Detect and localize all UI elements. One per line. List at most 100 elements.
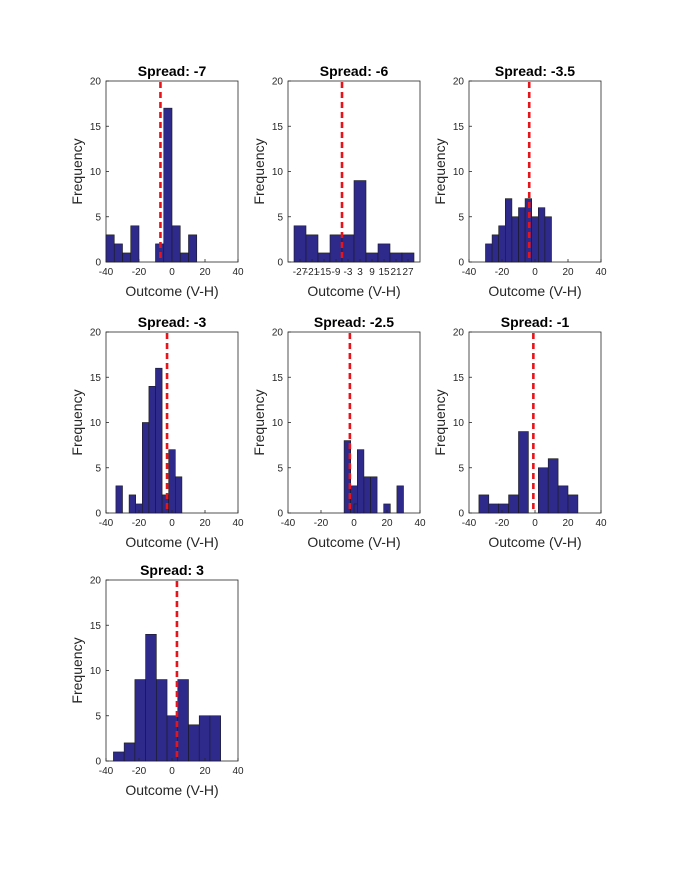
histogram-bar [363, 476, 371, 514]
y-tick-label: 0 [458, 258, 464, 269]
histogram-bar [498, 503, 509, 514]
histogram-panel-3: -40 -20 0 20 40 0 5 10 15 20 Spread: -3.5 Outcome (… [432, 63, 607, 299]
histogram-bar [547, 458, 559, 514]
x-tick-label: -40 [281, 518, 296, 529]
y-tick-label: 5 [95, 212, 101, 223]
histogram-bar [491, 234, 500, 263]
x-axis-label: Outcome (V-H) [488, 534, 581, 550]
y-tick-label: 10 [453, 167, 465, 178]
histogram-bar [123, 742, 136, 762]
y-tick-label: 5 [458, 212, 464, 223]
x-tick-label: -40 [99, 518, 114, 529]
x-tick-label: 3 [357, 267, 363, 278]
x-tick-label: 20 [562, 267, 574, 278]
histogram-bar [188, 724, 200, 762]
y-tick-label: 5 [95, 463, 101, 474]
y-tick-label: 0 [95, 258, 101, 269]
y-tick-label: 20 [90, 576, 102, 587]
x-tick-label: 20 [199, 766, 211, 777]
chart-title: Spread: -1 [501, 314, 570, 330]
histogram-bar [511, 216, 519, 263]
y-tick-label: 0 [458, 509, 464, 520]
histogram-bar [478, 494, 490, 514]
y-tick-label: 10 [453, 418, 465, 429]
y-tick-label: 10 [272, 418, 284, 429]
histogram-bar [293, 225, 307, 263]
histogram-bar [142, 422, 150, 514]
bars [115, 367, 183, 514]
y-tick-label: 5 [277, 463, 283, 474]
y-tick-label: 5 [458, 463, 464, 474]
bars [113, 633, 221, 762]
histogram-bar [188, 234, 198, 263]
histogram-panel-4: -40 -20 0 20 40 0 5 10 15 20 Spread: -3 Outcome (V-… [69, 314, 244, 550]
y-tick-label: 15 [272, 373, 284, 384]
histogram-bar [148, 385, 156, 514]
y-tick-label: 10 [272, 167, 284, 178]
y-axis-label: Frequency [432, 389, 448, 455]
y-tick-label: 20 [272, 77, 284, 88]
histogram-bar [105, 234, 115, 263]
x-tick-label: -20 [495, 267, 510, 278]
x-axis-label: Outcome (V-H) [125, 534, 218, 550]
y-tick-label: 20 [453, 328, 465, 339]
x-tick-label: 40 [595, 267, 607, 278]
y-tick-label: 15 [453, 373, 465, 384]
y-tick-label: 5 [277, 212, 283, 223]
x-tick-label: 15 [378, 267, 390, 278]
chart-title: Spread: 3 [140, 562, 204, 578]
histogram-bar [370, 476, 378, 514]
x-tick-label: -21 [305, 267, 320, 278]
histogram-bar [209, 715, 221, 762]
y-axis-label: Frequency [69, 637, 85, 703]
x-axis-label: Outcome (V-H) [488, 283, 581, 299]
x-tick-label: 20 [199, 518, 211, 529]
histogram-bar [171, 225, 181, 263]
y-tick-label: 5 [95, 711, 101, 722]
x-tick-label: 20 [199, 267, 211, 278]
y-axis-label: Frequency [69, 389, 85, 455]
histogram-bar [508, 494, 519, 514]
y-tick-label: 15 [272, 122, 284, 133]
histogram-bar [168, 449, 176, 514]
x-tick-label: -40 [99, 267, 114, 278]
x-tick-label: 40 [232, 267, 244, 278]
x-tick-label: 0 [351, 518, 357, 529]
y-tick-label: 15 [90, 621, 102, 632]
histogram-bar [175, 476, 183, 514]
histogram-bar [537, 467, 549, 514]
histogram-bar [531, 216, 539, 263]
x-tick-label: 0 [169, 518, 175, 529]
x-tick-label: 0 [169, 766, 175, 777]
histogram-bar [537, 207, 546, 263]
chart-title: Spread: -2.5 [314, 314, 394, 330]
y-tick-label: 0 [95, 509, 101, 520]
x-tick-label: -40 [462, 518, 477, 529]
y-axis-label: Frequency [251, 138, 267, 204]
chart-title: Spread: -3 [138, 314, 207, 330]
y-tick-label: 15 [90, 373, 102, 384]
bars [478, 431, 579, 514]
x-tick-label: -20 [495, 518, 510, 529]
x-tick-label: 40 [232, 518, 244, 529]
x-tick-label: 20 [562, 518, 574, 529]
histogram-bar [198, 715, 211, 762]
histogram-bar [557, 485, 569, 514]
histogram-bar [396, 485, 404, 514]
histogram-bar [134, 679, 146, 762]
plot-area [287, 331, 421, 514]
histogram-bar [128, 494, 137, 514]
histogram-bar [518, 207, 526, 263]
x-tick-label: 0 [532, 267, 538, 278]
x-tick-label: -40 [99, 766, 114, 777]
x-tick-label: -9 [332, 267, 341, 278]
histogram-bar [305, 234, 319, 263]
histogram-bar [353, 180, 367, 263]
x-axis-label: Outcome (V-H) [125, 283, 218, 299]
histogram-bar [145, 633, 157, 762]
histogram-bar [341, 234, 355, 263]
histogram-panel-7: -40 -20 0 20 40 0 5 10 15 20 Spread: 3 Outcome (V-H… [69, 562, 244, 798]
x-tick-label: 27 [402, 267, 414, 278]
y-tick-label: 20 [453, 77, 465, 88]
